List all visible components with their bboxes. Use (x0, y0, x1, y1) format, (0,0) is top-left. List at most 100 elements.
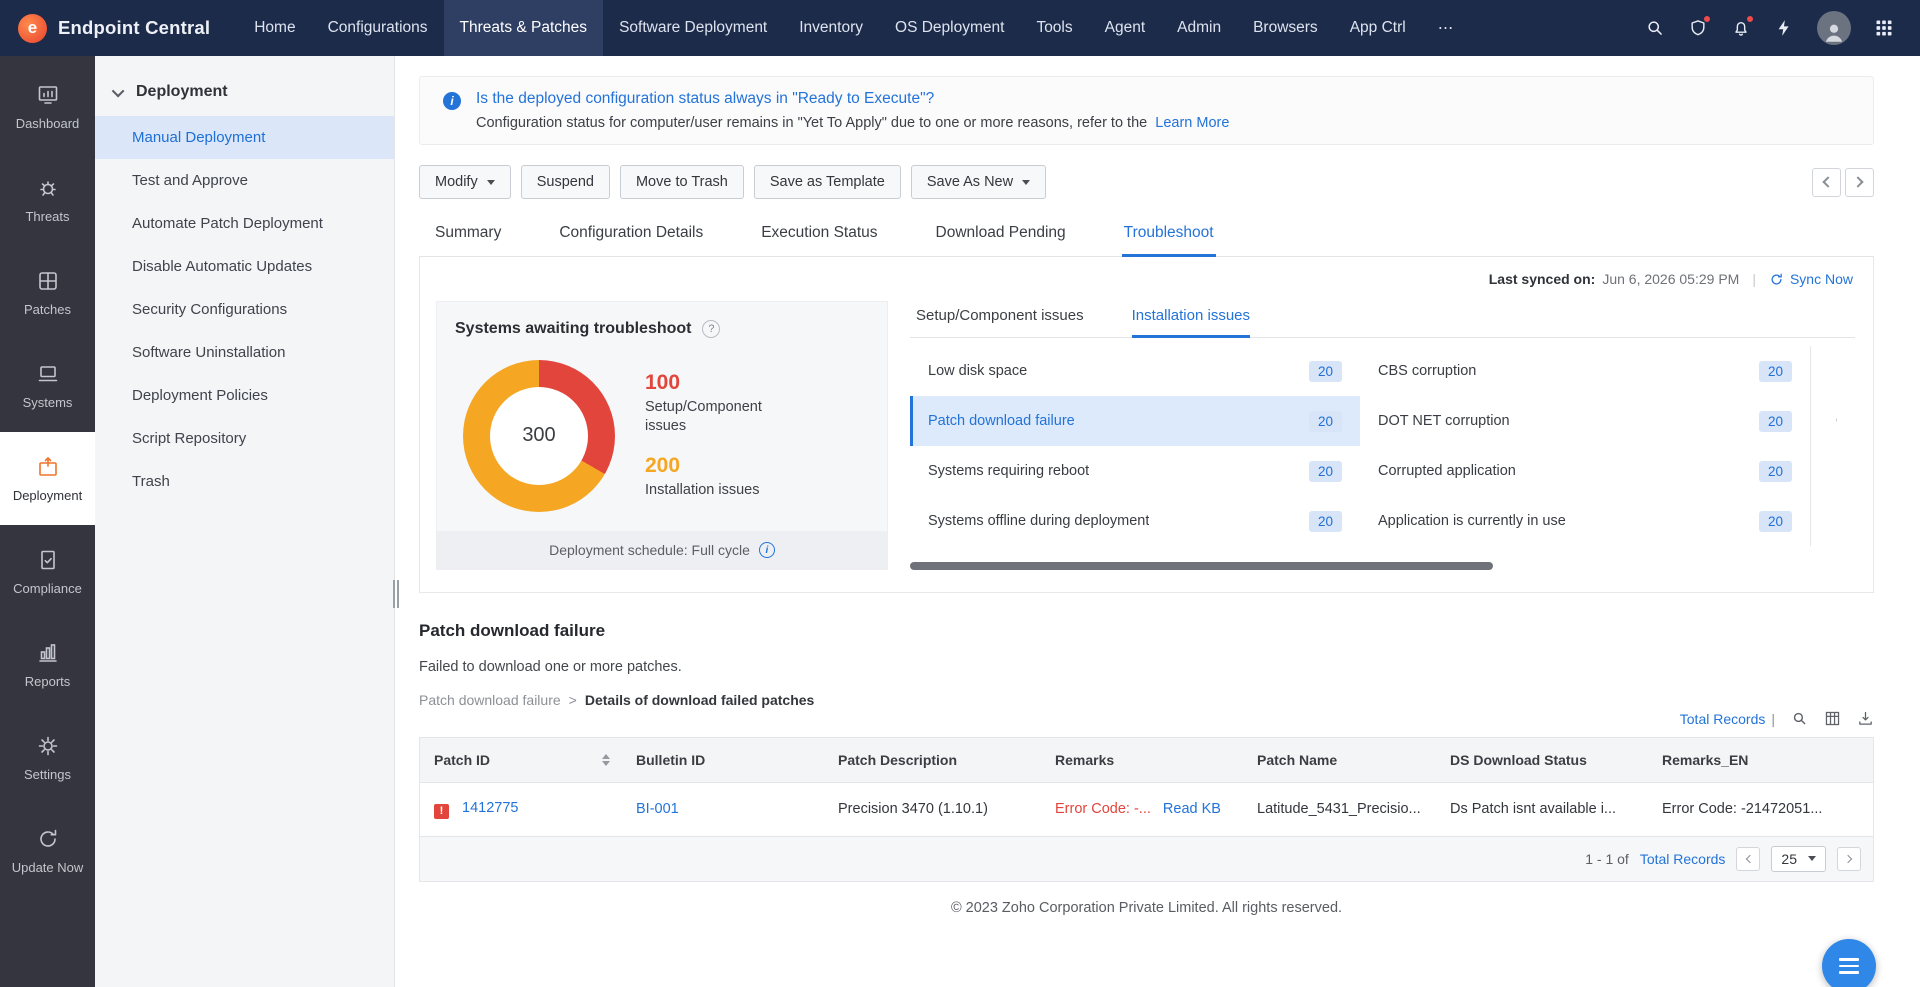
tab-setup-component-issues[interactable]: Setup/Component issues (916, 307, 1084, 324)
divider: | (1752, 271, 1756, 287)
modify-button[interactable]: Modify (419, 165, 511, 199)
rail-item-reports[interactable]: Reports (0, 618, 95, 711)
sidebar-group-deployment[interactable]: Deployment (95, 66, 394, 116)
nav-home[interactable]: Home (254, 19, 296, 36)
nav-os-deployment[interactable]: OS Deployment (895, 19, 1005, 36)
search-icon[interactable] (1645, 18, 1665, 38)
shield-icon[interactable] (1688, 15, 1711, 38)
info-icon[interactable] (758, 542, 775, 558)
issue-systems-requiring-reboot[interactable]: Systems requiring reboot 20 (910, 446, 1360, 496)
rail-item-systems[interactable]: Systems (0, 339, 95, 432)
nav-more-menu[interactable]: ⋯ (1437, 19, 1454, 37)
tab-download-pending[interactable]: Download Pending (935, 224, 1066, 241)
banner-title-link[interactable]: Is the deployed configuration status alw… (476, 90, 935, 107)
sidebar-item-test-and-approve[interactable]: Test and Approve (132, 172, 248, 189)
save-as-new-button[interactable]: Save As New (910, 165, 1047, 199)
config-pager (1812, 167, 1874, 197)
issue-detail-description: Failed to download one or more patches. (419, 659, 682, 675)
save-as-template-button[interactable]: Save as Template (753, 165, 901, 199)
issue-clipped[interactable]: Other (1811, 396, 1855, 446)
sidebar-item-security-configurations[interactable]: Security Configurations (132, 301, 288, 318)
column-header-patch-name[interactable]: Patch Name (1243, 738, 1436, 783)
issue-application-currently-in-use[interactable]: Application is currently in use 20 (1360, 496, 1810, 546)
rail-item-dashboard[interactable]: Dashboard (0, 60, 95, 153)
nav-inventory[interactable]: Inventory (799, 19, 864, 36)
app-grid-icon[interactable] (1874, 18, 1894, 38)
issue-patch-download-failure[interactable]: Patch download failure 20 (910, 396, 1360, 446)
sidebar-item-automate-patch-deployment[interactable]: Automate Patch Deployment (132, 215, 323, 232)
flash-icon[interactable] (1774, 18, 1794, 38)
help-icon[interactable] (702, 320, 721, 338)
user-avatar[interactable] (1817, 11, 1851, 45)
column-header-ds-download-status[interactable]: DS Download Status (1436, 738, 1648, 783)
next-page-button[interactable] (1837, 846, 1861, 871)
card-title: Systems awaiting troubleshoot (455, 320, 692, 337)
total-records-link[interactable]: Total Records (1679, 710, 1766, 727)
nav-browsers[interactable]: Browsers (1253, 19, 1318, 36)
column-header-remarks[interactable]: Remarks (1041, 738, 1243, 783)
prev-config-button[interactable] (1812, 167, 1841, 197)
nav-configurations[interactable]: Configurations (327, 19, 428, 36)
rail-item-update-now[interactable]: Update Now (0, 804, 95, 897)
rail-item-settings[interactable]: Settings (0, 711, 95, 804)
column-chooser-icon[interactable] (1824, 710, 1841, 727)
scrollbar-thumb[interactable] (910, 562, 1494, 570)
sidebar-resize-handle[interactable] (391, 576, 400, 612)
prev-page-button[interactable] (1736, 846, 1761, 871)
rail-item-deployment[interactable]: Deployment (0, 432, 95, 525)
issue-low-disk-space[interactable]: Low disk space 20 (910, 346, 1360, 396)
tab-installation-issues[interactable]: Installation issues (1131, 307, 1251, 338)
column-header-remarks-en[interactable]: Remarks_EN (1648, 738, 1873, 783)
rail-item-threats[interactable]: Threats (0, 153, 95, 246)
nav-agent[interactable]: Agent (1104, 19, 1146, 36)
legend-label: Installation issues (645, 481, 760, 498)
column-header-patch-description[interactable]: Patch Description (824, 738, 1041, 783)
tab-troubleshoot[interactable]: Troubleshoot (1121, 224, 1216, 257)
column-header-patch-id[interactable]: Patch ID (420, 738, 622, 783)
issue-cbs-corruption[interactable]: CBS corruption 20 (1360, 346, 1810, 396)
bulletin-id-link[interactable]: BI-001 (636, 801, 679, 818)
horizontal-scrollbar[interactable] (910, 562, 1851, 570)
suspend-button[interactable]: Suspend (520, 165, 610, 199)
export-icon[interactable] (1857, 710, 1874, 727)
learn-more-link[interactable]: Learn More (1155, 115, 1230, 131)
quick-actions-fab[interactable] (1822, 939, 1876, 987)
breadcrumb-parent[interactable]: Patch download failure (419, 692, 561, 708)
sidebar-item-script-repository[interactable]: Script Repository (132, 430, 247, 447)
issue-systems-offline-during-deployment[interactable]: Systems offline during deployment 20 (910, 496, 1360, 546)
sidebar-item-manual-deployment[interactable]: Manual Deployment (95, 116, 394, 159)
sync-now-link[interactable]: Sync Now (1769, 271, 1853, 287)
column-header-bulletin-id[interactable]: Bulletin ID (622, 738, 824, 783)
chevron-left-icon (1745, 854, 1755, 863)
read-kb-link[interactable]: Read KB (1162, 801, 1221, 818)
issue-dot-net-corruption[interactable]: DOT NET corruption 20 (1360, 396, 1810, 446)
next-config-button[interactable] (1845, 167, 1874, 197)
nav-software-deployment[interactable]: Software Deployment (619, 19, 768, 36)
patch-id-link[interactable]: 1412775 (462, 800, 519, 816)
move-to-trash-button[interactable]: Move to Trash (619, 165, 744, 199)
rail-item-compliance[interactable]: Compliance (0, 525, 95, 618)
sidebar-item-deployment-policies[interactable]: Deployment Policies (132, 387, 268, 404)
rail-item-patches[interactable]: Patches (0, 246, 95, 339)
sidebar-item-disable-automatic-updates[interactable]: Disable Automatic Updates (132, 258, 313, 275)
tab-configuration-details[interactable]: Configuration Details (559, 224, 704, 241)
nav-threats-and-patches[interactable]: Threats & Patches (443, 0, 604, 56)
sidebar-item-software-uninstallation[interactable]: Software Uninstallation (132, 344, 286, 361)
issue-corrupted-application[interactable]: Corrupted application 20 (1360, 446, 1810, 496)
tab-execution-status[interactable]: Execution Status (761, 224, 878, 241)
brand[interactable]: e Endpoint Central (0, 0, 238, 56)
table-search-icon[interactable] (1791, 710, 1808, 727)
sort-icon[interactable] (602, 754, 610, 766)
pagination-total-records-link[interactable]: Total Records (1639, 850, 1726, 867)
config-tabs: Summary Configuration Details Execution … (419, 224, 1874, 257)
nav-admin[interactable]: Admin (1177, 19, 1222, 36)
sidebar-item-trash[interactable]: Trash (132, 473, 170, 490)
issue-clipped[interactable]: Deplo (1811, 346, 1855, 396)
tab-summary[interactable]: Summary (435, 224, 502, 241)
issue-label: Patch download failure (928, 413, 1075, 429)
notification-bell-icon[interactable] (1731, 15, 1754, 38)
nav-app-ctrl[interactable]: App Ctrl (1349, 19, 1406, 36)
page-size-select[interactable]: 25 (1771, 845, 1826, 872)
donut-legend: 100 Setup/Component issues 200 Installat… (645, 371, 805, 501)
nav-tools[interactable]: Tools (1036, 19, 1073, 36)
